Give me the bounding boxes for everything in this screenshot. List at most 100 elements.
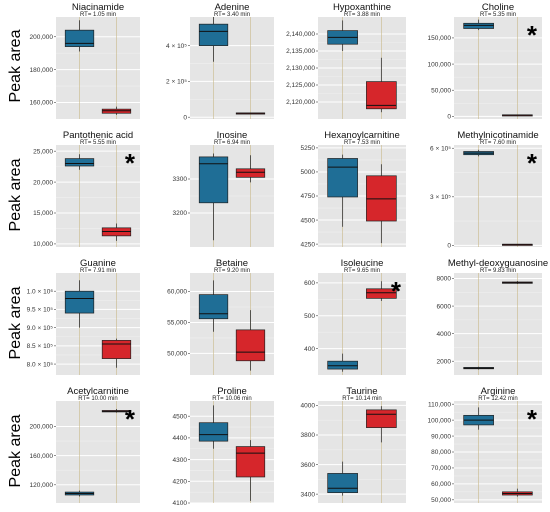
y-tick-label: 100,000	[428, 417, 452, 424]
box-group1	[327, 158, 358, 198]
y-tick-label: 2000	[437, 358, 452, 365]
y-axis-label: Peak area	[7, 158, 24, 231]
y-tick-label: 2,125,000	[286, 82, 315, 89]
significance-star: *	[527, 20, 538, 50]
y-tick-label: 6000	[437, 303, 452, 310]
y-tick-label: 6 × 10⁵	[430, 145, 451, 152]
y-tick-label: 25,000	[33, 148, 53, 155]
panel: 4250 4500 4750 5000 5250 HexanoylcarnitineRT=…	[301, 130, 406, 248]
panel-rt-label: RT= 9.20 min	[214, 268, 250, 274]
y-tick-label: 4 × 10⁵	[166, 43, 187, 50]
y-tick-label: 4500	[301, 217, 316, 224]
y-tick-label: 0	[183, 114, 187, 121]
panel-title: Proline	[217, 386, 247, 397]
y-tick-label: 2,135,000	[286, 48, 315, 55]
y-tick-label: 10,000	[33, 241, 53, 248]
panel-title: Betaine	[216, 258, 248, 269]
panel: 120,000 160,000 200,000 AcetylcarnitineRT= …	[30, 386, 140, 503]
panel-title: Methyl-deoxyguanosine	[448, 258, 548, 269]
panel-background	[56, 401, 140, 503]
y-tick-label: 60,000	[431, 481, 451, 488]
y-axis-label: Peak area	[7, 414, 24, 487]
y-tick-label: 0	[447, 243, 451, 250]
y-tick-label: 500	[304, 313, 315, 320]
panel-title: Hexanoylcarnitine	[324, 130, 400, 141]
box-group1	[198, 23, 229, 46]
significance-star: *	[125, 404, 136, 434]
panel-title: Adenine	[215, 2, 250, 13]
panel-title: Taurine	[346, 386, 377, 397]
y-tick-label: 120,000	[30, 482, 54, 489]
box-group1	[198, 156, 229, 204]
panel-title: Guanine	[80, 258, 116, 269]
box-group2	[235, 168, 266, 178]
y-tick-label: 600	[304, 280, 315, 287]
y-axis-label: Peak area	[7, 286, 24, 359]
y-tick-label: 4200	[173, 478, 188, 485]
panel-title: Pantothenic acid	[63, 130, 133, 141]
y-tick-label: 4750	[301, 193, 316, 200]
panel-title: Niacinamide	[72, 2, 124, 13]
panel-title: Hypoxanthine	[333, 2, 391, 13]
box-group1	[198, 294, 229, 320]
y-tick-label: 3800	[301, 432, 316, 439]
y-tick-label: 5000	[301, 169, 316, 176]
panel-rt-label: RT= 3.40 min	[214, 12, 250, 18]
panel-title: Inosine	[217, 130, 248, 141]
box-group1	[327, 473, 358, 494]
y-tick-label: 9.5 × 10⁵	[27, 307, 54, 314]
y-tick-label: 1.0 × 10⁶	[27, 288, 54, 295]
panel-background	[56, 273, 140, 375]
panel: 2,120,000 2,125,000 2,130,000 2,135,000 2,14…	[286, 2, 406, 119]
box-group1	[327, 360, 358, 370]
y-tick-label: 2,120,000	[286, 99, 315, 106]
panel-rt-label: RT= 7.60 min	[480, 140, 516, 146]
y-tick-label: 150,000	[428, 35, 452, 42]
y-tick-label: 4300	[173, 457, 188, 464]
panel-title: Isoleucine	[341, 258, 384, 269]
panel-rt-label: RT= 6.94 min	[214, 140, 250, 146]
y-tick-label: 8.0 × 10⁵	[27, 361, 54, 368]
y-tick-label: 180,000	[30, 67, 54, 74]
y-tick-label: 5250	[301, 145, 316, 152]
y-tick-label: 200,000	[30, 34, 54, 41]
y-tick-label: 50,000	[167, 351, 187, 358]
y-tick-label: 4100	[173, 500, 188, 507]
panel-title: Methylnicotinamide	[457, 130, 538, 141]
y-tick-label: 8000	[437, 276, 452, 283]
panel-rt-label: RT= 9.65 min	[344, 268, 380, 274]
panel-rt-label: RT= 12.42 min	[478, 396, 517, 402]
panel: 50,000 60,000 70,000 80,000 90,000 100,000 110…	[428, 386, 542, 504]
y-axis-label: Peak area	[7, 29, 24, 102]
y-tick-label: 3 × 10⁵	[430, 194, 451, 201]
panel-rt-label: RT= 7.91 min	[80, 268, 116, 274]
panel-rt-label: RT= 10.00 min	[78, 396, 117, 402]
panel-background	[454, 17, 542, 119]
y-tick-label: 20,000	[33, 179, 53, 186]
box-group2	[366, 288, 397, 299]
y-tick-label: 9.0 × 10⁵	[27, 325, 54, 332]
y-tick-label: 400	[304, 346, 315, 353]
y-tick-label: 2,130,000	[286, 65, 315, 72]
y-tick-label: 3200	[173, 210, 188, 217]
panel: 10,000 15,000 20,000 25,000 Pantothenic acid…	[33, 130, 140, 248]
y-tick-label: 4400	[173, 435, 188, 442]
box-group1	[198, 422, 229, 442]
significance-star: *	[527, 148, 538, 178]
box-group1	[64, 158, 95, 167]
y-tick-label: 110,000	[428, 401, 451, 408]
panel: 2000 4000 6000 8000 Methyl-deoxyguanosineRT=…	[437, 258, 548, 375]
y-tick-label: 2,140,000	[286, 31, 315, 38]
y-tick-label: 90,000	[431, 433, 451, 440]
panel-rt-label: RT= 10.06 min	[212, 396, 251, 402]
y-tick-label: 50,000	[431, 87, 451, 94]
y-tick-label: 3300	[173, 176, 188, 183]
y-tick-label: 4000	[301, 403, 316, 410]
y-tick-label: 50,000	[431, 497, 451, 504]
panel-title: Acetylcarnitine	[67, 386, 129, 397]
